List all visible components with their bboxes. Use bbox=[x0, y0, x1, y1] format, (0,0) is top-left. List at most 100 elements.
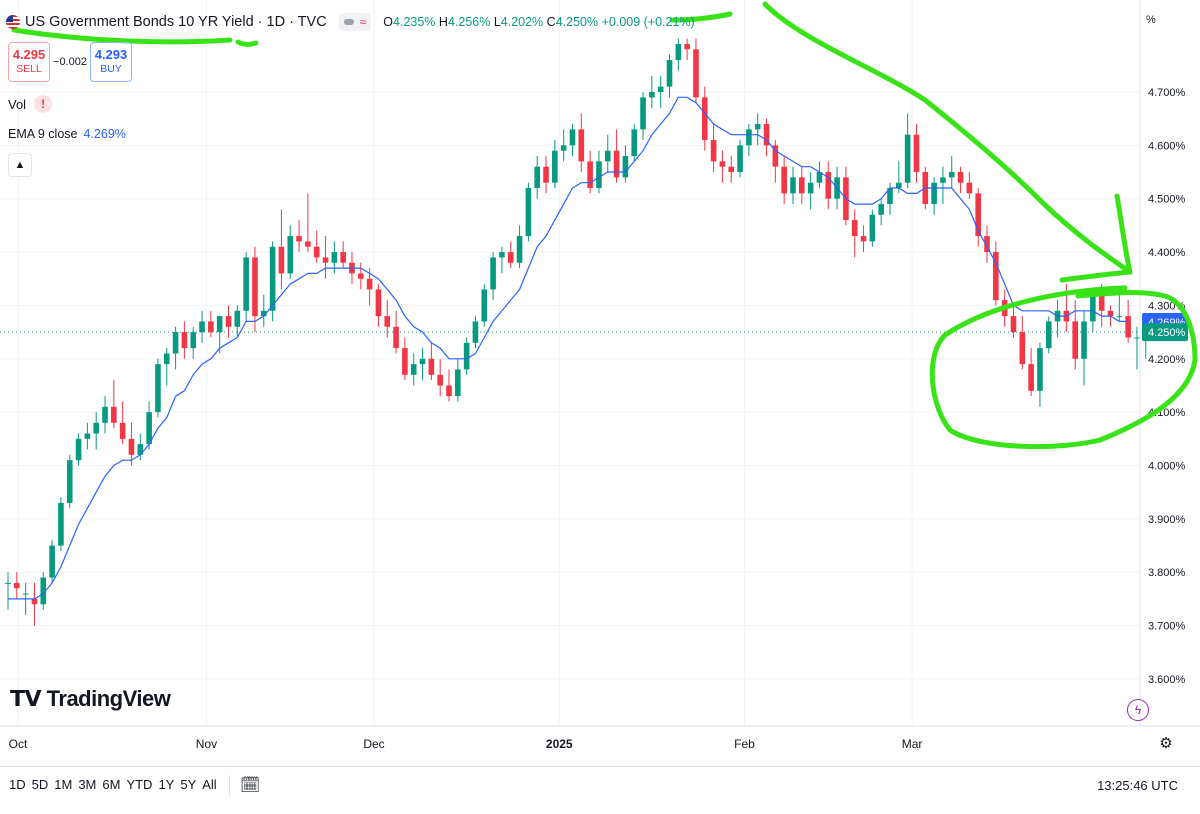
candle bbox=[534, 156, 540, 199]
candle-body bbox=[851, 220, 858, 237]
candle-body bbox=[146, 412, 152, 445]
candle bbox=[463, 337, 470, 375]
time-axis[interactable]: Oct Nov Dec 2025 Feb Mar bbox=[0, 725, 1200, 751]
candle-body bbox=[613, 150, 620, 178]
range-button-3m[interactable]: 3M bbox=[78, 777, 97, 792]
candle bbox=[649, 75, 655, 109]
candle-body bbox=[163, 353, 170, 365]
candle bbox=[155, 358, 161, 418]
buy-button[interactable]: 4.293 BUY bbox=[90, 42, 132, 82]
sell-price: 4.295 bbox=[12, 47, 46, 62]
volume-label: Vol bbox=[8, 96, 27, 112]
range-button-1y[interactable]: 1Y bbox=[158, 777, 175, 792]
candle-body bbox=[578, 129, 585, 162]
gear-icon[interactable]: ⚙ bbox=[1159, 735, 1173, 752]
downtrend-arrow-stroke bbox=[762, 1, 1133, 275]
candle bbox=[984, 225, 990, 263]
candle bbox=[613, 129, 620, 183]
candle bbox=[525, 182, 532, 242]
candle bbox=[128, 422, 135, 466]
candle-body bbox=[525, 188, 532, 237]
candle bbox=[878, 198, 884, 226]
candle bbox=[825, 161, 832, 210]
candle-body bbox=[772, 145, 779, 167]
calendar-icon[interactable]: 🗓 bbox=[240, 777, 261, 794]
candle-body bbox=[40, 577, 47, 605]
candle-body bbox=[446, 385, 452, 397]
utc-clock[interactable]: 13:25:46 UTC bbox=[1097, 778, 1178, 793]
candle bbox=[701, 86, 708, 151]
candle bbox=[446, 369, 452, 402]
candle-body bbox=[340, 252, 346, 263]
ema-indicator-legend[interactable]: EMA 9 close 4.269% bbox=[8, 127, 126, 141]
candle bbox=[375, 284, 382, 327]
candle bbox=[58, 497, 64, 551]
tradingview-logo[interactable]: 𝗧𝗩 TradingView bbox=[10, 686, 171, 712]
collapse-legend-button[interactable]: ▲ bbox=[8, 153, 32, 177]
top-dash-stroke bbox=[669, 11, 733, 23]
lightning-icon[interactable]: ϟ bbox=[1127, 699, 1149, 721]
candle-body bbox=[896, 182, 902, 189]
candle-body bbox=[1134, 337, 1140, 339]
candle-body bbox=[569, 129, 576, 146]
candle bbox=[1125, 300, 1131, 343]
candle bbox=[657, 75, 664, 109]
range-button-ytd[interactable]: YTD bbox=[126, 777, 153, 792]
candle bbox=[243, 252, 249, 322]
candle-body bbox=[49, 545, 55, 578]
candle bbox=[807, 172, 814, 210]
candle bbox=[305, 193, 311, 253]
candle-body bbox=[948, 172, 955, 178]
low-label: L bbox=[493, 15, 501, 29]
candle-body bbox=[666, 59, 673, 87]
candle-body bbox=[763, 124, 770, 146]
symbol-title[interactable]: US Government Bonds 10 YR Yield · 1D · T… bbox=[25, 14, 327, 30]
candle bbox=[111, 380, 117, 429]
open-value: 4.235% bbox=[393, 15, 436, 29]
candle-body bbox=[296, 236, 302, 242]
range-button-5d[interactable]: 5D bbox=[31, 777, 49, 792]
candle-body bbox=[216, 316, 223, 333]
range-button-6m[interactable]: 6M bbox=[102, 777, 121, 792]
candle bbox=[569, 124, 576, 157]
candle-body bbox=[155, 364, 161, 413]
x-tick-label: 2025 bbox=[546, 737, 573, 751]
candle bbox=[234, 305, 241, 338]
candle-body bbox=[904, 134, 911, 183]
candle-body bbox=[252, 257, 258, 317]
range-button-1m[interactable]: 1M bbox=[54, 777, 73, 792]
price-axis[interactable]: 3.600%3.700%3.800%3.900%4.000%4.100%4.20… bbox=[1139, 0, 1188, 726]
sell-button[interactable]: 4.295 SELL bbox=[8, 42, 50, 82]
x-tick-label: Oct bbox=[9, 737, 28, 751]
y-tick-label: 4.500% bbox=[1148, 194, 1186, 206]
candle-body bbox=[622, 156, 629, 178]
symbol-header[interactable]: US Government Bonds 10 YR Yield · 1D · T… bbox=[6, 10, 695, 34]
symbol-status-pills[interactable]: ≈ bbox=[338, 13, 372, 31]
range-button-all[interactable]: All bbox=[202, 777, 217, 792]
candle-body bbox=[269, 246, 276, 311]
candle bbox=[366, 268, 373, 306]
warning-icon[interactable]: ! bbox=[34, 95, 53, 113]
y-tick-label: 3.700% bbox=[1148, 621, 1186, 633]
volume-indicator[interactable]: Vol ! bbox=[8, 95, 53, 113]
candle bbox=[975, 188, 981, 247]
price-scale-unit[interactable]: % bbox=[1146, 14, 1156, 26]
range-button-5y[interactable]: 5Y bbox=[180, 777, 197, 792]
candle-body bbox=[931, 182, 937, 205]
range-button-1d[interactable]: 1D bbox=[9, 777, 26, 792]
candle bbox=[1028, 348, 1034, 397]
tradingview-logo-icon: 𝗧𝗩 bbox=[10, 686, 47, 711]
candle-body bbox=[384, 316, 391, 327]
candle-body bbox=[410, 364, 417, 375]
candle bbox=[137, 433, 144, 461]
wave-icon: ≈ bbox=[359, 15, 367, 29]
candle-body bbox=[419, 358, 426, 365]
change-value: +0.009 (+0.21%) bbox=[601, 15, 695, 29]
candle bbox=[1037, 342, 1043, 407]
candle bbox=[1010, 305, 1017, 338]
candle bbox=[322, 236, 329, 279]
candle-body bbox=[869, 214, 876, 242]
candle-body bbox=[402, 348, 408, 375]
candle-body bbox=[799, 177, 805, 194]
